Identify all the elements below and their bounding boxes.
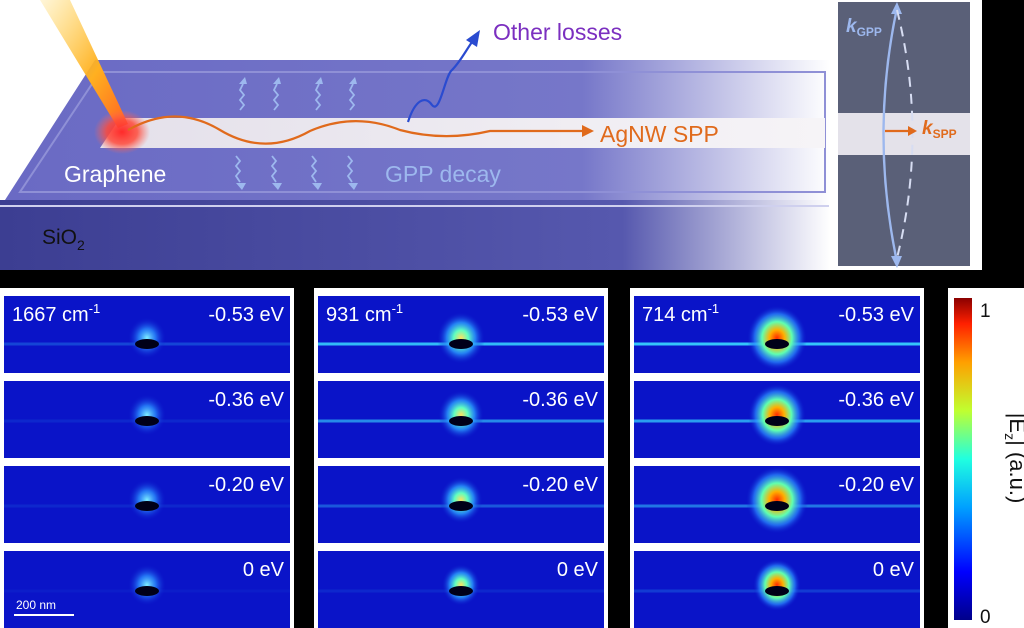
field-hotspot	[437, 312, 485, 364]
agnw-spp-label: AgNW SPP	[600, 121, 719, 147]
field-hotspot	[127, 394, 167, 436]
field-hotspot	[748, 383, 806, 447]
field-map-cell: -0.53 eV	[634, 296, 920, 373]
energy-label: -0.36 eV	[838, 389, 914, 411]
k-gpp-dashed	[896, 9, 914, 259]
field-map-cell: -0.36 eV	[634, 381, 920, 458]
field-map-cell: -0.20 eV	[318, 466, 604, 543]
energy-label: 0 eV	[873, 559, 915, 581]
energy-label: -0.36 eV	[522, 389, 598, 411]
colorbar-min-label: 0	[980, 607, 991, 628]
sio2-label: SiO2	[42, 226, 85, 253]
field-map-cell: -0.53 eV	[4, 296, 290, 373]
gpp-decay-arrows-bottom	[234, 155, 354, 183]
k-spp-label: kSPP	[922, 118, 957, 141]
energy-label: -0.36 eV	[208, 389, 284, 411]
field-map-cell: -0.53 eV	[318, 296, 604, 373]
wavenumber-label: 1667 cm-1	[12, 301, 100, 326]
spp-wave	[127, 115, 585, 145]
field-hotspot	[747, 305, 807, 371]
field-hotspot	[745, 466, 809, 534]
substrate-side-face	[0, 200, 830, 270]
energy-label: -0.20 eV	[522, 474, 598, 496]
field-hotspot	[438, 390, 484, 440]
field-hotspot	[441, 564, 481, 606]
field-map-cell: 0 eV	[634, 551, 920, 628]
graphene-label: Graphene	[64, 161, 166, 187]
field-map-cell: 0 eV	[318, 551, 604, 628]
gpp-decay-label: GPP decay	[385, 161, 501, 187]
field-map-cell: -0.20 eV	[4, 466, 290, 543]
other-losses-arrowhead	[466, 30, 480, 47]
laser-beam	[40, 0, 128, 128]
field-hotspot	[753, 559, 801, 611]
energy-label: 0 eV	[243, 559, 285, 581]
energy-label: -0.20 eV	[208, 474, 284, 496]
k-gpp-label: kGPP	[846, 16, 882, 39]
colorbar-gradient	[954, 298, 972, 620]
energy-label: -0.20 eV	[838, 474, 914, 496]
field-hotspot	[439, 476, 483, 524]
gpp-decay-arrows-top	[238, 83, 356, 111]
graphene-hotspot	[94, 110, 150, 154]
scale-bar-label: 200 nm	[16, 598, 56, 612]
field-map-cell: 0 eV	[4, 551, 290, 628]
other-losses-label: Other losses	[493, 19, 622, 45]
wavenumber-label: 931 cm-1	[326, 301, 403, 326]
spp-arrowhead	[582, 125, 594, 137]
wavenumber-label: 714 cm-1	[642, 301, 719, 326]
energy-label: 0 eV	[557, 559, 599, 581]
silver-nanowire	[100, 118, 825, 148]
field-hotspot	[127, 564, 167, 606]
energy-label: -0.53 eV	[522, 304, 598, 326]
colorbar-title: |Ez| (a.u.)	[1002, 413, 1024, 504]
field-map-cell: -0.36 eV	[4, 381, 290, 458]
k-panel-nanowire-band	[838, 113, 970, 155]
k-gpp-arrow	[882, 7, 899, 263]
field-map-cell: -0.20 eV	[634, 466, 920, 543]
other-losses-wave	[406, 41, 473, 123]
field-hotspot	[127, 479, 167, 521]
energy-label: -0.53 eV	[208, 304, 284, 326]
field-hotspot	[127, 317, 167, 359]
energy-label: -0.53 eV	[838, 304, 914, 326]
colorbar-max-label: 1	[980, 301, 991, 322]
field-map-cell: -0.36 eV	[318, 381, 604, 458]
